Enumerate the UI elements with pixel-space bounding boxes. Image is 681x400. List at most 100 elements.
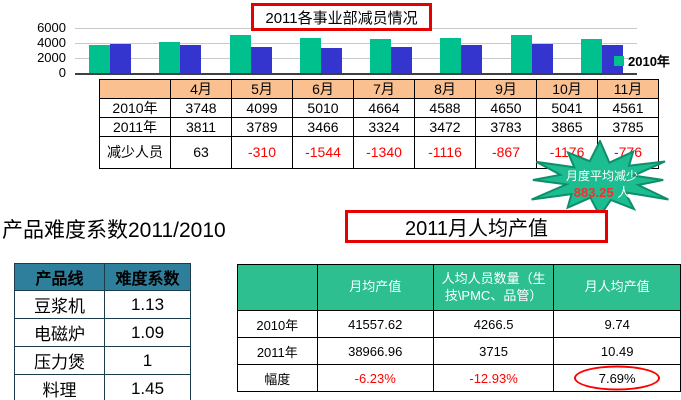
starburst-unit: 人 xyxy=(617,185,630,200)
productivity-header-2: 人均人员数量（生技\PMC、品管） xyxy=(432,264,555,311)
reduction-header-6: 9月 xyxy=(475,79,537,99)
reduction-header-5: 8月 xyxy=(414,79,476,99)
bar-2010年-8月 xyxy=(370,39,392,73)
bar-group-9月 xyxy=(426,28,496,73)
bar-2010年-5月 xyxy=(159,42,181,73)
productivity-header-0 xyxy=(237,264,318,311)
bar-2011年-4月 xyxy=(110,44,132,73)
reduction-cell-r1c8: 3785 xyxy=(597,117,659,137)
chart-legend: 2010年 xyxy=(614,51,670,70)
y-axis-label: 6000 xyxy=(37,20,66,35)
productivity-cell-r1c0: 2011年 xyxy=(237,337,318,365)
bar-2010年-10月 xyxy=(510,35,532,73)
reduction-header-2: 5月 xyxy=(231,79,293,99)
reduction-cell-r1c4: 3324 xyxy=(353,117,415,137)
reduction-cell-r0c4: 4664 xyxy=(353,98,415,118)
productivity-cell-r1c1: 38966.96 xyxy=(316,337,434,365)
difficulty-header-1: 难度系数 xyxy=(104,263,191,291)
bar-2011年-9月 xyxy=(461,45,483,73)
reduction-cell-r1c0: 2011年 xyxy=(99,117,171,137)
y-axis-label: 2000 xyxy=(37,50,66,65)
difficulty-table: 产品线 难度系数 豆浆机 1.13 电磁炉 1.09 压力煲 1 料理 1.45 xyxy=(14,263,191,400)
difficulty-cell-r2c1: 1 xyxy=(104,346,191,375)
bar-group-11月 xyxy=(567,28,637,73)
starburst-value: 883.25 xyxy=(574,185,614,200)
reduction-cell-r1c3: 3466 xyxy=(292,117,354,137)
productivity-cell-r0c1: 41557.62 xyxy=(316,310,434,338)
bar-2011年-7月 xyxy=(320,48,342,73)
bar-2010年-4月 xyxy=(89,45,111,73)
bar-group-7月 xyxy=(286,28,356,73)
starburst-line2: 883.25 人 xyxy=(574,185,630,200)
difficulty-cell-r2c0: 压力煲 xyxy=(14,346,105,375)
bar-group-4月 xyxy=(75,28,145,73)
gridline xyxy=(75,58,637,59)
reduction-cell-r1c7: 3865 xyxy=(536,117,598,137)
bar-2011年-10月 xyxy=(531,44,553,73)
reduction-header-1: 4月 xyxy=(170,79,232,99)
reduction-cell-r1c5: 3472 xyxy=(414,117,476,137)
productivity-cell-r0c0: 2010年 xyxy=(237,310,318,338)
reduction-header-4: 7月 xyxy=(353,79,415,99)
reduction-cell-r2c1: 63 xyxy=(170,136,232,169)
reduction-cell-r1c2: 3789 xyxy=(231,117,293,137)
chart-title-box: 2011各事业部减员情况 xyxy=(251,3,432,31)
bar-2011年-8月 xyxy=(391,47,413,73)
difficulty-cell-r3c0: 料理 xyxy=(14,374,105,400)
bar-group-5月 xyxy=(145,28,215,73)
y-axis-label: 0 xyxy=(58,65,66,80)
starburst-line1: 月度平均减少 xyxy=(566,168,638,183)
reduction-cell-r0c7: 5041 xyxy=(536,98,598,118)
bar-2010年-6月 xyxy=(229,35,251,73)
difficulty-cell-r0c1: 1.13 xyxy=(104,290,191,319)
bar-2010年-7月 xyxy=(299,38,321,73)
difficulty-cell-r1c0: 电磁炉 xyxy=(14,318,105,347)
productivity-title: 2011月人均产值 xyxy=(404,218,548,240)
reduction-header-8: 11月 xyxy=(597,79,659,99)
reduction-cell-r0c6: 4650 xyxy=(475,98,537,118)
reduction-cell-r2c5: -1116 xyxy=(414,136,476,169)
productivity-table: 月均产值 人均人员数量（生技\PMC、品管） 月人均产值 2010年 41557.62 4… xyxy=(237,264,681,392)
bar-group-10月 xyxy=(497,28,567,73)
bar-group-8月 xyxy=(356,28,426,73)
legend-swatch-2010 xyxy=(614,55,624,66)
bar-chart-plot-area xyxy=(75,28,637,75)
y-axis-label: 4000 xyxy=(37,35,66,50)
reduction-cell-r2c2: -310 xyxy=(231,136,293,169)
productivity-cell-r2c1: -6.23% xyxy=(316,364,434,392)
reduction-cell-r1c6: 3783 xyxy=(475,117,537,137)
bar-series-container xyxy=(75,28,637,73)
bar-2010年-9月 xyxy=(440,38,462,73)
reduction-cell-r2c4: -1340 xyxy=(353,136,415,169)
reduction-cell-r0c5: 4588 xyxy=(414,98,476,118)
difficulty-cell-r0c0: 豆浆机 xyxy=(14,290,105,319)
reduction-header-3: 6月 xyxy=(292,79,354,99)
gridline xyxy=(75,43,637,44)
productivity-cell-r1c3: 10.49 xyxy=(553,337,681,365)
reduction-cell-r0c8: 4561 xyxy=(597,98,659,118)
productivity-cell-r0c2: 4266.5 xyxy=(432,310,555,338)
reduction-cell-r2c0: 减少人员 xyxy=(99,136,171,169)
difficulty-header-0: 产品线 xyxy=(14,263,105,291)
bar-2011年-5月 xyxy=(180,45,202,73)
reduction-header-0 xyxy=(99,79,171,99)
bar-2010年-11月 xyxy=(580,39,602,73)
y-axis: 6000 4000 2000 0 xyxy=(26,21,70,80)
reduction-cell-r0c2: 4099 xyxy=(231,98,293,118)
reduction-header-7: 10月 xyxy=(536,79,598,99)
productivity-header-1: 月均产值 xyxy=(316,264,434,311)
productivity-cell-r1c2: 3715 xyxy=(432,337,555,365)
reduction-cell-r2c3: -1544 xyxy=(292,136,354,169)
reduction-cell-r0c3: 5010 xyxy=(292,98,354,118)
chart-title: 2011各事业部减员情况 xyxy=(265,9,418,27)
reduction-cell-r0c0: 2010年 xyxy=(99,98,171,118)
reduction-table: 4月 5月 6月 7月 8月 9月 10月 11月 2010年 3748 4099 5010 4664 4… xyxy=(99,79,659,169)
difficulty-cell-r1c1: 1.09 xyxy=(104,318,191,347)
reduction-cell-r2c6: -867 xyxy=(475,136,537,169)
difficulty-section-title: 产品难度系数2011/2010 xyxy=(2,219,226,242)
productivity-cell-r2c3: 7.69% xyxy=(553,364,681,392)
productivity-cell-r0c3: 9.74 xyxy=(553,310,681,338)
starburst-callout: 月度平均减少 883.25 人 xyxy=(531,140,669,218)
bar-2011年-11月 xyxy=(601,45,623,73)
